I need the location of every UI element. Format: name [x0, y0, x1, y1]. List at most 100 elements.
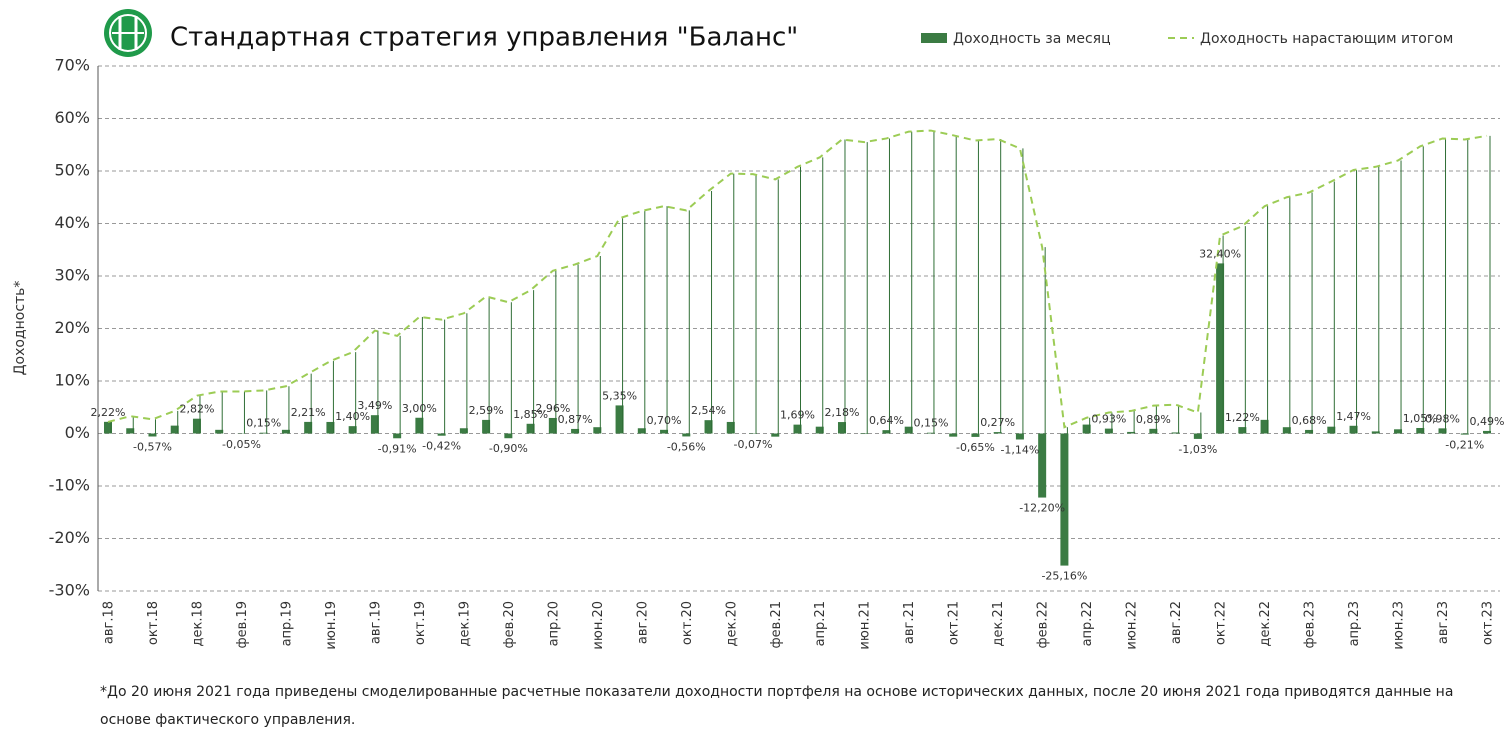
bar — [548, 417, 557, 434]
value-label: -12,20% — [1019, 502, 1065, 515]
value-label: 1,69% — [780, 409, 815, 422]
bar — [1416, 427, 1425, 434]
x-tick-label: апр.20 — [546, 601, 561, 646]
x-tick-label: дек.21 — [991, 601, 1006, 647]
x-tick-label: июн.21 — [858, 601, 873, 650]
bar — [1327, 426, 1336, 434]
bar — [170, 425, 179, 434]
bar — [926, 432, 935, 434]
bar — [148, 433, 157, 437]
value-label: 2,21% — [291, 406, 326, 419]
x-tick-label: дек.22 — [1258, 601, 1273, 647]
x-tick-label: дек.18 — [190, 601, 205, 647]
x-tick-label: авг.23 — [1436, 601, 1451, 644]
bar — [459, 428, 468, 434]
value-label: 32,40% — [1199, 247, 1241, 260]
y-tick-label: 0% — [65, 423, 90, 442]
y-tick-label: 30% — [54, 266, 90, 285]
bar — [949, 433, 958, 437]
x-tick-label: июн.23 — [1392, 601, 1407, 650]
y-tick-label: 10% — [54, 371, 90, 390]
bar — [304, 421, 313, 434]
bar — [1282, 427, 1291, 434]
bar — [1060, 433, 1069, 566]
bar — [1082, 424, 1091, 434]
x-tick-label: фев.20 — [502, 601, 517, 648]
value-label: -0,21% — [1445, 439, 1484, 452]
value-label: 2,82% — [179, 403, 214, 416]
x-tick-label: июн.22 — [1125, 601, 1140, 650]
value-label: 0,70% — [647, 414, 682, 427]
value-label: 0,15% — [246, 417, 281, 430]
x-tick-label: авг.21 — [902, 601, 917, 644]
x-tick-label: июн.19 — [324, 601, 339, 650]
bar — [1394, 429, 1403, 434]
value-label: -0,56% — [667, 440, 706, 453]
bar — [637, 428, 646, 434]
bar — [726, 421, 735, 434]
bar — [1260, 419, 1269, 434]
bar — [971, 433, 980, 437]
value-label: -1,03% — [1178, 443, 1217, 456]
bar — [259, 432, 268, 434]
x-tick-label: апр.21 — [813, 601, 828, 646]
value-label: 3,00% — [402, 402, 437, 415]
y-tick-label: 60% — [54, 108, 90, 127]
bar — [1193, 433, 1202, 439]
value-label: 1,05% — [1403, 412, 1438, 425]
y-tick-label: -10% — [49, 476, 90, 495]
y-tick-label: -30% — [49, 581, 90, 600]
y-tick-label: 20% — [54, 318, 90, 337]
bar — [1127, 431, 1136, 434]
value-label: 0,98% — [1425, 412, 1460, 425]
value-label: -1,14% — [1000, 443, 1039, 456]
bar — [393, 433, 402, 439]
bar — [904, 426, 913, 434]
value-label: 0,93% — [1091, 413, 1126, 426]
bar — [504, 433, 513, 439]
value-label: -0,42% — [422, 440, 461, 453]
bar — [1460, 433, 1469, 435]
bar — [326, 421, 335, 434]
bar — [1483, 430, 1491, 434]
value-label: 0,64% — [869, 414, 904, 427]
bar — [1038, 433, 1047, 498]
value-label: 1,47% — [1336, 410, 1371, 423]
value-label: -0,90% — [489, 442, 528, 455]
y-tick-label: -20% — [49, 528, 90, 547]
y-tick-label: 50% — [54, 161, 90, 180]
value-label: 2,22% — [91, 406, 126, 419]
value-label: 1,40% — [335, 410, 370, 423]
bar — [1149, 428, 1158, 434]
value-label: -0,07% — [734, 438, 773, 451]
x-tick-label: авг.20 — [635, 601, 650, 644]
value-label: 0,68% — [1292, 414, 1327, 427]
bar — [482, 419, 491, 434]
bar — [526, 423, 535, 434]
bar — [660, 429, 669, 434]
bar — [1104, 428, 1113, 434]
x-tick-label: фев.19 — [235, 601, 250, 648]
x-tick-label: окт.18 — [146, 601, 161, 645]
bar — [571, 428, 580, 434]
chart-title: Стандартная стратегия управления "Баланс… — [170, 23, 798, 53]
x-tick-label: фев.23 — [1303, 601, 1318, 648]
x-tick-label: дек.19 — [457, 601, 472, 647]
y-tick-label: 70% — [54, 56, 90, 75]
bar — [793, 424, 802, 434]
value-label: -0,57% — [133, 440, 172, 453]
bar — [1438, 428, 1447, 434]
bar — [993, 432, 1002, 434]
value-label: 0,87% — [558, 413, 593, 426]
bar — [615, 405, 624, 434]
line — [107, 129, 1488, 429]
value-label: -0,05% — [222, 438, 261, 451]
bar — [192, 418, 201, 434]
bar — [281, 429, 290, 434]
logo — [104, 9, 152, 57]
x-tick-label: апр.19 — [279, 601, 294, 646]
bar — [682, 433, 691, 437]
x-tick-label: фев.21 — [769, 601, 784, 648]
x-tick-label: окт.21 — [947, 601, 962, 645]
bar — [837, 422, 846, 434]
